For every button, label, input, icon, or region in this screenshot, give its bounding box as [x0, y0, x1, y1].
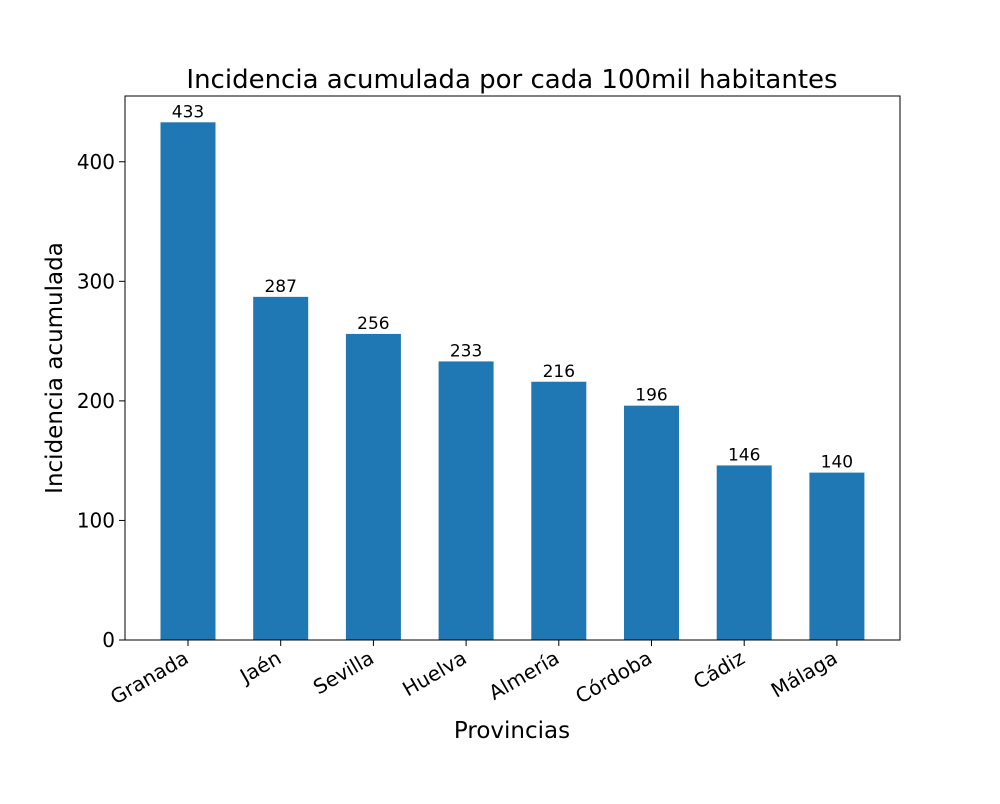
bar-4 [531, 381, 587, 640]
x-tick-label-1: Jaén [234, 646, 285, 689]
bar-1 [253, 296, 309, 640]
data-label-1: 287 [264, 277, 296, 297]
data-label-2: 256 [357, 314, 389, 334]
chart-title: Incidencia acumulada por cada 100mil hab… [186, 65, 837, 95]
plot-frame [124, 95, 901, 641]
bar-2 [345, 333, 401, 640]
x-tick-label-5: Córdoba [571, 646, 656, 709]
y-tick-label-4: 400 [77, 150, 115, 174]
data-labels-layer: 433 287 256 233 216 196 146 140 [172, 102, 853, 472]
data-label-3: 233 [450, 341, 482, 361]
bars-layer [160, 122, 865, 641]
y-tick-label-1: 100 [77, 508, 115, 532]
y-tick-label-3: 300 [77, 269, 115, 293]
x-tick-label-4: Almería [485, 646, 564, 705]
y-tick-label-2: 200 [77, 389, 115, 413]
x-tick-label-6: Cádiz [689, 646, 749, 694]
bar-7 [809, 472, 865, 640]
bar-3 [438, 361, 494, 640]
x-tick-label-3: Huelva [398, 646, 470, 702]
data-label-5: 196 [635, 386, 667, 406]
y-axis: 0 100 200 300 400 [77, 150, 125, 652]
data-label-4: 216 [543, 362, 575, 382]
bar-5 [624, 405, 679, 640]
x-axis: Granada Jaén Sevilla Huelva Almería Córdoba Cá… [106, 640, 841, 709]
x-tick-label-2: Sevilla [309, 646, 378, 700]
data-label-7: 140 [821, 453, 853, 473]
y-axis-label: Incidencia acumulada [42, 242, 68, 494]
y-tick-label-0: 0 [102, 628, 115, 652]
data-label-0: 433 [172, 102, 204, 122]
bar-6 [716, 465, 772, 640]
data-label-6: 146 [728, 445, 760, 465]
x-tick-label-7: Málaga [767, 646, 842, 703]
x-tick-label-0: Granada [106, 646, 192, 710]
x-axis-label: Provincias [454, 718, 570, 744]
bar-0 [160, 122, 216, 641]
